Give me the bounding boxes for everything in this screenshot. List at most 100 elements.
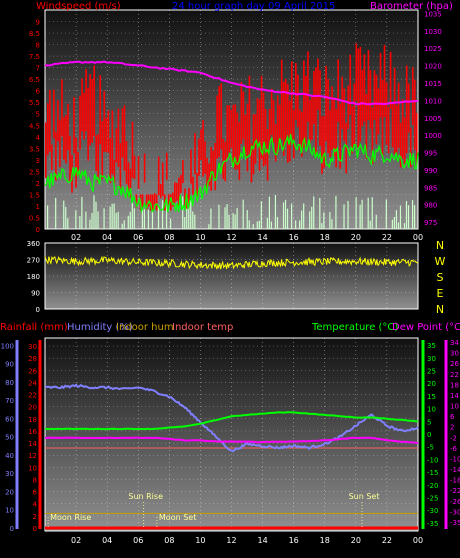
windspeed-bar [165,152,168,180]
calm-bar [284,199,287,229]
hour-tick-label: 06 [133,536,143,545]
windspeed-bar [295,63,297,120]
calm-bar [157,205,160,229]
windspeed-bar [303,60,305,148]
windspeed-bar [339,103,341,169]
indoor-hum-legend: Indoor hum [116,322,174,333]
rainfall-tick-label: 14 [28,440,37,448]
windspeed-bar [403,117,406,164]
calm-bar [270,221,273,229]
calm-bar [319,197,321,229]
windspeed-bar [387,106,390,154]
calm-bar [399,205,402,229]
calm-bar [131,200,133,229]
calm-bar [313,196,315,229]
dew-point-tick-label: -30 [450,508,460,516]
windspeed-bar [226,105,229,159]
dew-point-tick-label: 30 [450,350,459,358]
dew-point-tick-label: 14 [450,392,459,400]
windspeed-tick-label: 5.5 [29,99,40,107]
calm-bar [331,219,333,229]
calm-bar [218,204,220,229]
rainfall-tick-label: 30 [28,343,37,351]
windspeed-bar [258,99,261,171]
windspeed-bar [69,135,71,181]
windspeed-bar [220,83,223,150]
windspeed-bar [180,175,182,193]
windspeed-bar [45,122,47,178]
calm-bar [147,209,150,229]
dew-point-tick-label: -10 [450,455,460,463]
humidity-tick-label: 40 [5,452,14,460]
calm-bar [113,203,115,229]
windspeed-bar [369,70,372,129]
calm-bar [260,201,262,229]
windspeed-bar [182,160,184,184]
hour-tick-label: 08 [164,233,174,242]
event-label: Sun Rise [128,492,163,501]
windspeed-tick-label: 9 [36,19,40,27]
temperature-tick-label: 35 [427,342,436,350]
windspeed-tick-label: 2.5 [29,168,40,176]
windspeed-bar [234,104,237,170]
barometer-tick-label: 995 [424,150,437,158]
windspeed-bar [65,115,67,164]
windspeed-bar [327,79,329,154]
windspeed-bar [216,95,218,159]
windspeed-bar [337,59,339,122]
hour-tick-label: 04 [102,233,112,242]
windspeed-bar [161,162,164,196]
windspeed-bar [167,194,170,205]
hour-tick-label: 10 [195,536,205,545]
dew-point-tick-label: 18 [450,381,459,389]
windspeed-bar [149,194,152,211]
windspeed-bar [151,194,154,211]
windspeed-bar [204,141,206,174]
windspeed-bar [210,147,212,191]
calm-bar [89,219,91,229]
windspeed-bar [248,75,251,154]
calm-bar [115,212,117,229]
windspeed-bar [290,61,293,145]
windspeed-bar [242,91,245,140]
windspeed-bar [252,114,255,175]
windspeed-tick-label: 3 [36,157,40,165]
windspeed-bar [159,184,162,199]
barometer-tick-label: 1025 [424,45,442,53]
calm-bar [111,203,113,229]
windspeed-bar [363,54,366,122]
windspeed-bar [176,182,178,201]
temperature-tick-label: 0 [427,431,431,439]
windspeed-bar [246,103,249,172]
calm-bar [129,211,131,229]
calm-bar [303,203,305,229]
windspeed-bar [192,176,194,195]
compass-label: E [437,287,444,300]
hour-tick-label: 00 [413,233,423,242]
compass-label: N [436,239,444,252]
temperature-tick-label: -5 [427,444,434,452]
rainfall-tick-label: 10 [28,464,37,472]
calm-bar [403,223,406,229]
calm-bar [67,218,69,229]
calm-bar [184,217,186,229]
windspeed-bar [260,75,263,160]
windspeed-bar [385,82,388,145]
windspeed-bar [174,182,176,203]
windspeed-bar [262,92,265,167]
windspeed-bar [172,192,174,207]
windspeed-bar [75,137,77,188]
temperature-tick-label: -25 [427,495,438,503]
calm-bar [290,203,293,229]
direction-tick-label: 360 [27,240,40,248]
hour-tick-label: 04 [102,536,112,545]
rainfall-tick-label: 8 [33,476,37,484]
windspeed-bar [230,109,233,148]
windspeed-bar [123,105,126,171]
windspeed-bar [280,59,283,140]
humidity-tick-label: 0 [10,525,14,533]
windspeed-bar [73,97,75,154]
windspeed-bar [198,138,200,176]
calm-bar [65,207,67,229]
